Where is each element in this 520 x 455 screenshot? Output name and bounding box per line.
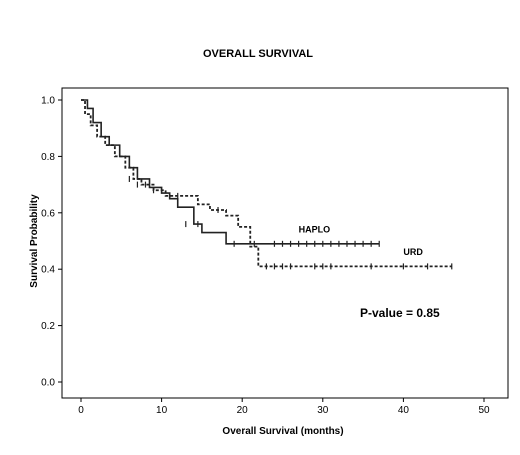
y-axis: 0.0 0.2 0.4 0.6 0.8 1.0 <box>41 96 62 389</box>
x-axis: 0 10 20 30 40 50 <box>78 398 490 416</box>
plot-frame <box>61 87 509 399</box>
x-tick-label: 40 <box>398 405 410 416</box>
series-line-haplo <box>81 99 380 245</box>
x-tick-label: 0 <box>78 405 84 416</box>
y-tick-label: 0.4 <box>41 265 55 276</box>
y-axis-label: Survival Probability <box>29 194 40 288</box>
y-tick-label: 0.2 <box>41 321 55 332</box>
x-tick-label: 10 <box>156 405 168 416</box>
y-tick-label: 0.8 <box>41 152 55 163</box>
x-axis-label: Overall Survival (months) <box>222 426 343 437</box>
y-tick-label: 0.6 <box>41 208 55 219</box>
series-line-urd <box>81 99 452 268</box>
series-labels: HAPLO URD <box>299 225 424 258</box>
series-label-haplo: HAPLO <box>299 225 331 235</box>
x-tick-label: 30 <box>317 405 329 416</box>
chart-title: OVERALL SURVIVAL <box>203 48 313 60</box>
p-value-annotation: P-value = 0.85 <box>360 306 440 320</box>
y-tick-label: 1.0 <box>41 96 55 107</box>
series-layer <box>81 99 453 270</box>
x-tick-label: 50 <box>478 405 490 416</box>
y-tick-label: 0.0 <box>41 378 55 389</box>
series-label-urd: URD <box>403 247 423 257</box>
x-tick-label: 20 <box>237 405 249 416</box>
